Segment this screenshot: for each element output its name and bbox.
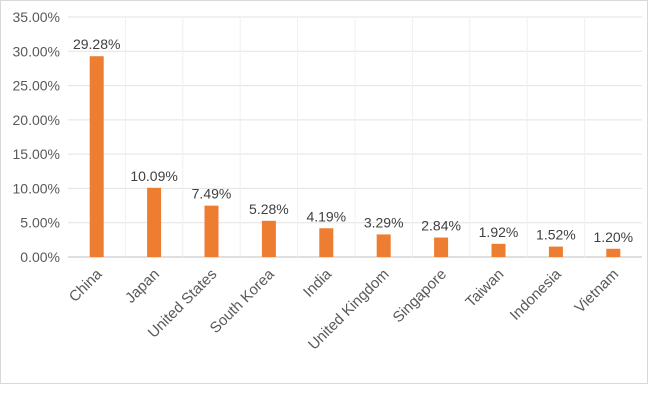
data-label: 7.49% xyxy=(192,186,232,202)
chart-frame xyxy=(0,0,648,384)
bar-japan xyxy=(147,187,162,257)
x-tick-label: China xyxy=(66,265,106,305)
bar-indonesia xyxy=(548,246,563,257)
data-label: 29.28% xyxy=(73,36,120,52)
data-label: 5.28% xyxy=(249,201,289,217)
y-tick-label: 0.00% xyxy=(20,249,60,265)
x-tick-label: India xyxy=(300,265,335,300)
bar-united-kingdom xyxy=(376,234,391,257)
y-axis-ticks: 0.00% 5.00% 10.00% 15.00% 20.00% 25.00% 30.00%… xyxy=(13,9,60,265)
x-tick-label: Japan xyxy=(122,266,163,307)
bar-taiwan xyxy=(491,243,506,257)
data-label: 3.29% xyxy=(364,214,404,230)
y-tick-label: 25.00% xyxy=(13,78,60,94)
data-label: 10.09% xyxy=(130,168,177,184)
y-tick-label: 10.00% xyxy=(13,180,60,196)
data-labels: 29.28% 10.09% 7.49% 5.28% 4.19% 3.29% 2.84% 1.9… xyxy=(73,36,633,245)
x-tick-label: Vietnam xyxy=(571,266,622,317)
data-label: 4.19% xyxy=(306,208,346,224)
y-tick-label: 5.00% xyxy=(20,215,60,231)
y-tick-label: 35.00% xyxy=(13,9,60,25)
data-label: 1.52% xyxy=(536,227,576,243)
x-tick-label: Singapore xyxy=(390,266,450,326)
y-tick-label: 30.00% xyxy=(13,43,60,59)
bars xyxy=(89,56,621,258)
gridlines xyxy=(68,16,642,258)
bar-south-korea xyxy=(261,220,276,257)
bar-india xyxy=(319,228,334,257)
x-tick-label: Taiwan xyxy=(462,266,507,311)
data-label: 2.84% xyxy=(421,218,461,234)
x-tick-label: Indonesia xyxy=(507,265,565,323)
data-label: 1.92% xyxy=(479,224,519,240)
y-tick-label: 15.00% xyxy=(13,146,60,162)
bar-vietnam xyxy=(606,248,621,257)
data-label: 1.20% xyxy=(593,229,633,245)
bar-united-states xyxy=(204,205,219,257)
bar-singapore xyxy=(434,237,449,257)
bar-china xyxy=(89,56,104,258)
y-tick-label: 20.00% xyxy=(13,112,60,128)
